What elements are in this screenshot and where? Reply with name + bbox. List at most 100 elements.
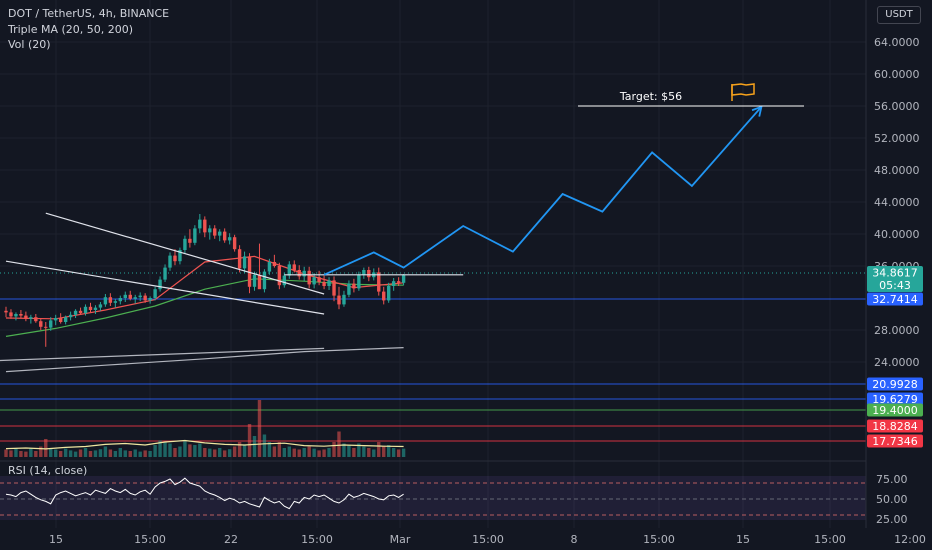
candle-body xyxy=(58,318,63,322)
volume-bar xyxy=(63,448,68,457)
candle-body xyxy=(242,256,247,269)
time-tick-label: 15:00 xyxy=(814,533,846,546)
volume-bar xyxy=(193,445,197,457)
volume-bar xyxy=(357,443,361,457)
candle-body xyxy=(34,317,38,322)
candle-body xyxy=(143,295,147,301)
volume-bar xyxy=(307,446,311,457)
candle-body xyxy=(63,317,68,322)
candle-body xyxy=(98,304,103,308)
candle-body xyxy=(357,274,361,289)
candle-body xyxy=(332,280,336,296)
time-tick-label: Mar xyxy=(390,533,411,546)
candle-body xyxy=(19,314,23,316)
candle-body xyxy=(277,266,282,286)
candle-body xyxy=(227,237,232,241)
time-tick-label: 15:00 xyxy=(301,533,333,546)
indicator-triple-ma[interactable]: Triple MA (20, 50, 200) xyxy=(8,23,134,36)
candle-body xyxy=(401,275,406,283)
volume-bar xyxy=(29,448,33,457)
price-tick-label: 28.0000 xyxy=(874,324,920,337)
volume-bar xyxy=(93,450,98,457)
candle-body xyxy=(203,219,207,233)
time-tick-label: 15 xyxy=(49,533,63,546)
candle-body xyxy=(362,270,366,275)
candle-body xyxy=(347,283,351,295)
currency-button[interactable]: USDT xyxy=(877,6,921,24)
indicator-rsi[interactable]: RSI (14, close) xyxy=(8,464,88,477)
forecast-arrowhead xyxy=(751,105,763,117)
volume-bar xyxy=(382,446,386,457)
volume-bar xyxy=(88,451,93,457)
currency-label: USDT xyxy=(885,9,913,20)
candle-body xyxy=(307,270,311,285)
candle-body xyxy=(218,231,222,236)
candle-body xyxy=(138,295,142,298)
volume-bar xyxy=(302,448,306,457)
candle-body xyxy=(188,238,192,243)
candle-body xyxy=(377,272,381,292)
volume-bar xyxy=(222,450,227,457)
candle-body xyxy=(78,310,83,314)
price-label-text: 17.7346 xyxy=(872,435,918,448)
candle-body xyxy=(342,294,346,305)
target-label: Target: $56 xyxy=(619,90,682,103)
volume-bar xyxy=(103,446,108,457)
symbol-title[interactable]: DOT / TetherUS, 4h, BINANCE xyxy=(8,7,170,20)
price-label-text: 32.7414 xyxy=(872,293,918,306)
candle-body xyxy=(327,280,331,286)
candle-body xyxy=(54,318,58,321)
volume-bar xyxy=(317,450,321,457)
candle-body xyxy=(173,255,177,262)
candle-body xyxy=(24,315,28,319)
candle-body xyxy=(113,301,118,303)
time-tick-label: 15:00 xyxy=(472,533,504,546)
target-annotation[interactable]: Target: $56 xyxy=(619,83,755,103)
time-ticks: 15 15:00 22 15:00 Mar 15:00 8 15:00 15 15:00 12:00 xyxy=(49,533,926,546)
price-label-text: 19.6279 xyxy=(872,393,918,406)
volume-bar xyxy=(83,448,88,457)
forecast-path xyxy=(323,106,763,276)
volume-bar xyxy=(237,442,242,457)
price-tick-label: 60.0000 xyxy=(874,68,920,81)
candle-body xyxy=(44,326,48,328)
candle-body xyxy=(247,256,252,287)
rsi-tick-label: 75.00 xyxy=(876,473,908,486)
volume-bar xyxy=(322,449,326,457)
volume-bar xyxy=(173,448,177,457)
price-label-badge xyxy=(867,392,923,406)
candle-body xyxy=(163,267,167,280)
candle-body xyxy=(83,306,88,314)
candle-body xyxy=(118,298,123,302)
candlesticks xyxy=(4,214,406,347)
time-tick-label: 15:00 xyxy=(643,533,675,546)
volume-bar xyxy=(342,443,346,457)
price-label-text: 19.4000 xyxy=(872,404,918,417)
candle-body xyxy=(302,270,306,277)
volume-bar xyxy=(242,445,247,457)
time-axis[interactable] xyxy=(0,528,866,550)
volume-bar xyxy=(183,440,187,457)
time-tick-label: 15 xyxy=(736,533,750,546)
volume-bar xyxy=(337,431,341,457)
volume-bar xyxy=(4,449,8,457)
candle-body xyxy=(128,294,132,299)
volume-bar xyxy=(367,448,371,457)
candle-body xyxy=(49,320,53,328)
candle-body xyxy=(208,228,212,233)
candle-body xyxy=(198,219,202,229)
volume-bar xyxy=(396,449,401,457)
drawings[interactable] xyxy=(0,105,804,372)
candle-body xyxy=(68,314,73,318)
candle-body xyxy=(88,306,93,310)
candle-body xyxy=(108,297,113,303)
volume-bar xyxy=(68,450,73,457)
time-tick-label: 12:00 xyxy=(894,533,926,546)
indicator-volume[interactable]: Vol (20) xyxy=(8,38,51,51)
candle-body xyxy=(183,238,187,250)
volume-bar xyxy=(73,451,78,457)
volume-bar xyxy=(327,448,331,457)
volume-bar xyxy=(34,451,38,457)
